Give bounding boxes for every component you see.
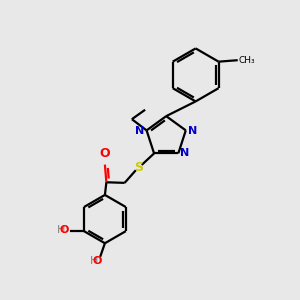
- Text: H: H: [90, 256, 98, 266]
- Text: H: H: [57, 225, 66, 235]
- Text: O: O: [93, 256, 102, 266]
- Text: CH₃: CH₃: [239, 56, 256, 65]
- Text: S: S: [134, 161, 143, 174]
- Text: N: N: [188, 126, 197, 136]
- Text: N: N: [135, 126, 145, 136]
- Text: O: O: [60, 225, 69, 235]
- Text: N: N: [180, 148, 190, 158]
- Text: O: O: [99, 148, 110, 160]
